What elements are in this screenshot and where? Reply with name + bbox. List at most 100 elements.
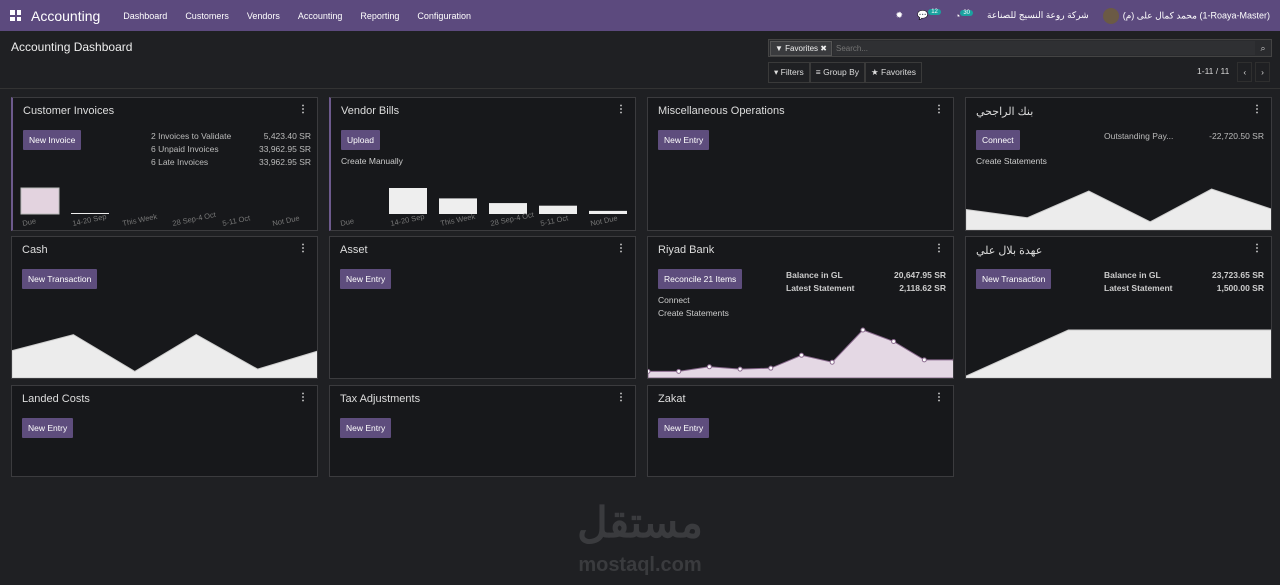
card-title[interactable]: Riyad Bank — [658, 244, 715, 256]
card-title[interactable]: Zakat — [658, 393, 686, 405]
primary-action-button[interactable]: Upload — [341, 130, 380, 150]
menu-configuration[interactable]: Configuration — [417, 10, 471, 21]
bar-label: This Week — [440, 212, 477, 228]
primary-action-button[interactable]: New Entry — [22, 418, 74, 438]
primary-action-button[interactable]: New Entry — [658, 418, 710, 438]
kebab-menu-icon[interactable]: ⋮ — [934, 243, 944, 254]
stat-row[interactable]: Outstanding Pay... -22,720.50 SR — [1104, 130, 1264, 143]
bar-chart: Due 14-20 Sep This Week 28 Sep-4 Oct 5-11 Oc… — [20, 187, 301, 228]
group-by-button[interactable]: ≡ Group By — [809, 62, 866, 83]
stat-row[interactable]: 6 Late Invoices 33,962.95 SR — [151, 156, 311, 169]
stat-value: 20,647.95 SR — [894, 270, 946, 280]
card-stats: Balance in GL 20,647.95 SR Latest Statemen… — [786, 269, 946, 295]
kebab-menu-icon[interactable]: ⋮ — [1252, 104, 1262, 115]
journal-card: Miscellaneous Operations ⋮ New Entry — [647, 97, 954, 231]
line-chart — [12, 334, 317, 378]
filters-label: Filters — [780, 67, 804, 77]
graph-point — [768, 365, 774, 371]
user-menu[interactable]: محمد كمال على (م) (1-Roaya-Master) — [1102, 7, 1270, 24]
apps-menu-icon[interactable] — [10, 10, 21, 21]
card-title[interactable]: Cash — [22, 244, 48, 256]
card-link[interactable]: Create Statements — [658, 308, 729, 318]
journal-card: Landed Costs ⋮ New Entry — [11, 385, 318, 477]
bar-chart: Due 14-20 Sep This Week 28 Sep-4 Oct 5-11 Oc… — [340, 188, 627, 228]
pager-next-icon[interactable]: › — [1255, 62, 1270, 82]
stat-row[interactable]: Latest Statement 2,118.62 SR — [786, 282, 946, 295]
kebab-menu-icon[interactable]: ⋮ — [298, 104, 308, 115]
kebab-menu-icon[interactable]: ⋮ — [934, 104, 944, 115]
primary-action-button[interactable]: Reconcile 21 Items — [658, 269, 743, 289]
menu-customers[interactable]: Customers — [185, 10, 229, 21]
menu-vendors[interactable]: Vendors — [246, 10, 280, 21]
search-facet[interactable]: ▼ Favorites ✖ — [770, 40, 832, 56]
watermark-url: mostaql.com — [578, 554, 702, 576]
stat-row[interactable]: 2 Invoices to Validate 5,423.40 SR — [151, 130, 311, 143]
search-bar: ▼ Favorites ✖ ⌕ — [768, 39, 1272, 57]
card-title[interactable]: Landed Costs — [22, 393, 90, 405]
app-brand[interactable]: Accounting — [31, 7, 101, 24]
search-icon[interactable]: ⌕ — [1260, 42, 1266, 53]
stat-row[interactable]: 6 Unpaid Invoices 33,962.95 SR — [151, 143, 311, 156]
bar — [389, 188, 427, 214]
filters-button[interactable]: ▾ Filters — [768, 62, 810, 83]
bar-label: 14-20 Sep — [390, 212, 426, 228]
kebab-menu-icon[interactable]: ⋮ — [616, 392, 626, 403]
stat-row[interactable]: Latest Statement 1,500.00 SR — [1104, 282, 1264, 295]
favorites-button[interactable]: ★ Favorites — [865, 62, 922, 83]
pager: 1-11 / 11 ‹ › — [1192, 62, 1270, 82]
primary-action-button[interactable]: New Transaction — [976, 269, 1052, 289]
company-switcher[interactable]: شركة روعة النسيج للصناعة — [987, 10, 1089, 20]
graph-point — [921, 357, 927, 363]
kebab-menu-icon[interactable]: ⋮ — [616, 104, 626, 115]
menu-reporting[interactable]: Reporting — [360, 10, 400, 21]
remove-facet-icon[interactable]: ✖ — [820, 43, 827, 53]
card-title[interactable]: Miscellaneous Operations — [658, 105, 785, 117]
kebab-menu-icon[interactable]: ⋮ — [298, 392, 308, 403]
card-title[interactable]: Customer Invoices — [23, 105, 115, 117]
debug-icon[interactable]: ✹ — [895, 10, 903, 20]
user-name: محمد كمال على (م) (1-Roaya-Master) — [1122, 9, 1270, 20]
kebab-menu-icon[interactable]: ⋮ — [616, 243, 626, 254]
primary-action-button[interactable]: New Entry — [340, 418, 392, 438]
bar-label: 28 Sep-4 Oct — [172, 210, 218, 228]
card-title[interactable]: عهدة بلال علي — [976, 245, 1043, 257]
primary-action-button[interactable]: Connect — [976, 130, 1020, 150]
primary-action-button[interactable]: New Entry — [658, 130, 710, 150]
stat-label: Latest Statement — [1104, 283, 1173, 293]
card-link[interactable]: Create Statements — [976, 156, 1047, 166]
journal-card: Customer Invoices ⋮ New Invoice 2 Invoices … — [11, 97, 318, 231]
group-by-label: Group By — [823, 67, 860, 77]
journal-card: Tax Adjustments ⋮ New Entry — [329, 385, 636, 477]
kebab-menu-icon[interactable]: ⋮ — [298, 243, 308, 254]
card-title[interactable]: Vendor Bills — [341, 105, 400, 117]
card-link[interactable]: Create Manually — [341, 156, 403, 166]
menu-dashboard[interactable]: Dashboard — [123, 10, 168, 21]
card-title[interactable]: Asset — [340, 244, 368, 256]
line-chart — [648, 327, 953, 378]
card-link[interactable]: Connect — [658, 295, 690, 305]
pager-prev-icon[interactable]: ‹ — [1237, 62, 1253, 82]
card-stats: Balance in GL 23,723.65 SR Latest Statemen… — [1104, 269, 1264, 295]
activities-button[interactable]: ◔ 30 — [955, 9, 974, 21]
stat-label: Outstanding Pay... — [1104, 131, 1174, 141]
card-title[interactable]: بنك الراجحي — [976, 106, 1034, 118]
card-title[interactable]: Tax Adjustments — [340, 393, 421, 405]
card-stats: Outstanding Pay... -22,720.50 SR — [1104, 130, 1264, 143]
messages-button[interactable]: 💬 12 — [917, 9, 941, 21]
bar — [439, 198, 477, 214]
stat-row[interactable]: Balance in GL 23,723.65 SR — [1104, 269, 1264, 282]
primary-action-button[interactable]: New Transaction — [22, 269, 98, 289]
graph-point — [829, 359, 835, 365]
kebab-menu-icon[interactable]: ⋮ — [934, 392, 944, 403]
page-title: Accounting Dashboard — [11, 40, 133, 54]
bar-label: Not Due — [272, 213, 301, 228]
stat-value: 33,962.95 SR — [259, 157, 311, 167]
menu-accounting[interactable]: Accounting — [297, 10, 343, 21]
primary-action-button[interactable]: New Invoice — [23, 130, 82, 150]
pager-value[interactable]: 1-11 / 11 — [1197, 66, 1230, 76]
search-input[interactable] — [833, 41, 1255, 55]
primary-action-button[interactable]: New Entry — [340, 269, 392, 289]
kebab-menu-icon[interactable]: ⋮ — [1252, 243, 1262, 254]
graph-point — [676, 368, 682, 374]
stat-row[interactable]: Balance in GL 20,647.95 SR — [786, 269, 946, 282]
